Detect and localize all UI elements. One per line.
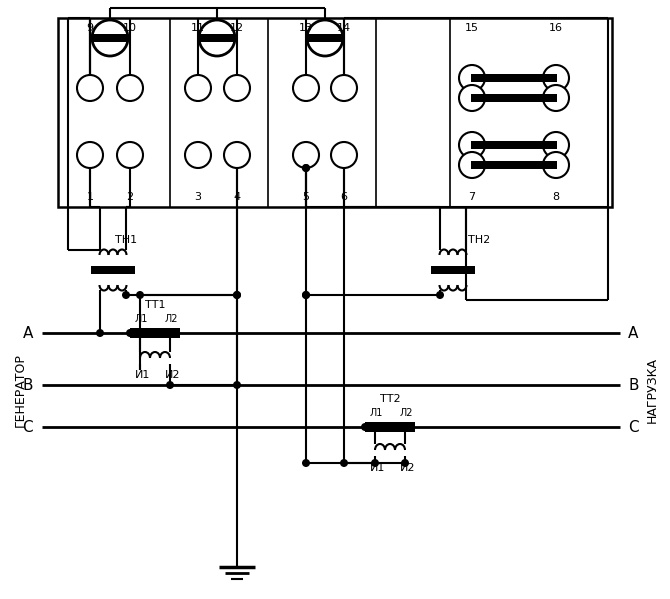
Bar xyxy=(471,141,557,149)
Bar xyxy=(200,34,234,42)
Text: И2: И2 xyxy=(400,463,416,473)
Text: В: В xyxy=(628,377,639,392)
Circle shape xyxy=(302,459,310,467)
Bar xyxy=(130,328,180,338)
Bar xyxy=(58,18,612,207)
Bar xyxy=(308,34,342,42)
Circle shape xyxy=(77,75,103,101)
Text: 2: 2 xyxy=(127,192,133,202)
Bar xyxy=(91,266,135,274)
Circle shape xyxy=(293,75,319,101)
Text: С: С xyxy=(22,419,33,434)
Text: С: С xyxy=(628,419,639,434)
Circle shape xyxy=(233,291,241,299)
Text: 5: 5 xyxy=(302,192,310,202)
Circle shape xyxy=(77,142,103,168)
Text: 15: 15 xyxy=(465,23,479,33)
Bar xyxy=(471,74,557,82)
Circle shape xyxy=(436,291,444,299)
Circle shape xyxy=(459,152,485,178)
Text: ГЕНЕРАТОР: ГЕНЕРАТОР xyxy=(13,353,27,427)
Circle shape xyxy=(302,291,310,299)
Text: 13: 13 xyxy=(299,23,313,33)
Circle shape xyxy=(459,132,485,158)
Text: 7: 7 xyxy=(468,192,476,202)
Bar xyxy=(431,266,475,274)
Circle shape xyxy=(293,142,319,168)
Circle shape xyxy=(122,291,130,299)
Circle shape xyxy=(302,291,310,299)
Text: 10: 10 xyxy=(123,23,137,33)
Circle shape xyxy=(185,142,211,168)
Circle shape xyxy=(166,381,174,389)
Text: ТТ2: ТТ2 xyxy=(380,394,400,404)
Circle shape xyxy=(224,142,250,168)
Text: 12: 12 xyxy=(230,23,244,33)
Text: А: А xyxy=(23,325,33,340)
Text: В: В xyxy=(23,377,33,392)
Circle shape xyxy=(331,142,357,168)
Bar xyxy=(365,422,415,432)
Circle shape xyxy=(136,291,144,299)
Circle shape xyxy=(224,75,250,101)
Text: Л2: Л2 xyxy=(164,314,178,324)
Text: Л1: Л1 xyxy=(369,408,383,418)
Circle shape xyxy=(233,291,241,299)
Circle shape xyxy=(185,75,211,101)
Text: И1: И1 xyxy=(135,370,151,380)
Circle shape xyxy=(361,423,369,431)
Circle shape xyxy=(96,329,104,337)
Circle shape xyxy=(459,85,485,111)
Circle shape xyxy=(117,142,143,168)
Text: Л1: Л1 xyxy=(134,314,147,324)
Text: 4: 4 xyxy=(233,192,241,202)
Text: 8: 8 xyxy=(553,192,559,202)
Circle shape xyxy=(233,381,241,389)
Text: ТН1: ТН1 xyxy=(115,235,137,245)
Circle shape xyxy=(543,85,569,111)
Circle shape xyxy=(459,65,485,91)
Text: 1: 1 xyxy=(86,192,94,202)
Text: И2: И2 xyxy=(165,370,181,380)
Circle shape xyxy=(302,164,310,172)
Circle shape xyxy=(92,20,128,56)
Text: ТН2: ТН2 xyxy=(468,235,490,245)
Text: 9: 9 xyxy=(86,23,94,33)
Text: 16: 16 xyxy=(549,23,563,33)
Text: НАГРУЗКА: НАГРУЗКА xyxy=(645,357,659,423)
Text: 11: 11 xyxy=(191,23,205,33)
Text: 14: 14 xyxy=(337,23,351,33)
Circle shape xyxy=(401,459,409,467)
Text: Л2: Л2 xyxy=(399,408,413,418)
Circle shape xyxy=(302,164,310,172)
Bar xyxy=(471,161,557,169)
Circle shape xyxy=(543,65,569,91)
Circle shape xyxy=(371,459,379,467)
Text: 3: 3 xyxy=(194,192,202,202)
Circle shape xyxy=(331,75,357,101)
Bar xyxy=(471,94,557,102)
Text: ТТ1: ТТ1 xyxy=(145,300,165,310)
Circle shape xyxy=(307,20,343,56)
Text: А: А xyxy=(628,325,639,340)
Text: 6: 6 xyxy=(340,192,348,202)
Circle shape xyxy=(126,329,134,337)
Circle shape xyxy=(199,20,235,56)
Circle shape xyxy=(543,132,569,158)
Text: И1: И1 xyxy=(371,463,386,473)
Circle shape xyxy=(340,459,348,467)
Bar xyxy=(93,34,127,42)
Circle shape xyxy=(543,152,569,178)
Circle shape xyxy=(117,75,143,101)
